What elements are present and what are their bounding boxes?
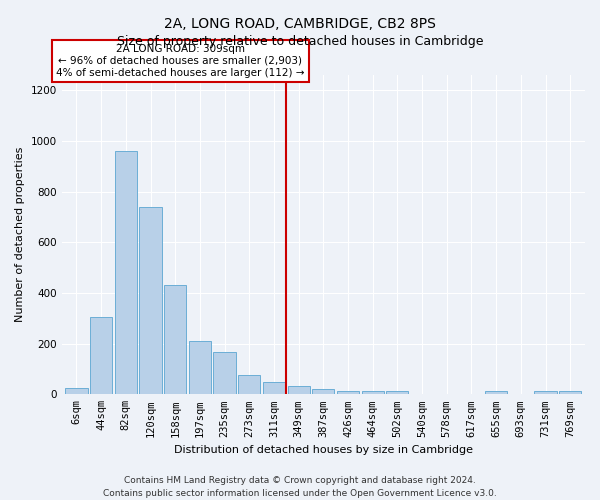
Bar: [214, 352, 236, 395]
Text: Size of property relative to detached houses in Cambridge: Size of property relative to detached ho…: [117, 35, 483, 48]
Bar: [386, 391, 409, 394]
Y-axis label: Number of detached properties: Number of detached properties: [15, 147, 25, 322]
Bar: [535, 391, 557, 394]
Bar: [362, 391, 384, 394]
Bar: [312, 389, 334, 394]
Text: Contains HM Land Registry data © Crown copyright and database right 2024.
Contai: Contains HM Land Registry data © Crown c…: [103, 476, 497, 498]
Bar: [65, 388, 88, 394]
Bar: [263, 382, 285, 394]
Bar: [164, 286, 187, 395]
Bar: [115, 151, 137, 394]
Bar: [485, 391, 507, 394]
Bar: [90, 317, 112, 394]
Bar: [559, 391, 581, 394]
Bar: [238, 376, 260, 394]
Text: 2A LONG ROAD: 309sqm
← 96% of detached houses are smaller (2,903)
4% of semi-det: 2A LONG ROAD: 309sqm ← 96% of detached h…: [56, 44, 304, 78]
Bar: [189, 341, 211, 394]
Bar: [337, 391, 359, 394]
Bar: [139, 207, 161, 394]
X-axis label: Distribution of detached houses by size in Cambridge: Distribution of detached houses by size …: [174, 445, 473, 455]
Bar: [287, 386, 310, 394]
Text: 2A, LONG ROAD, CAMBRIDGE, CB2 8PS: 2A, LONG ROAD, CAMBRIDGE, CB2 8PS: [164, 18, 436, 32]
